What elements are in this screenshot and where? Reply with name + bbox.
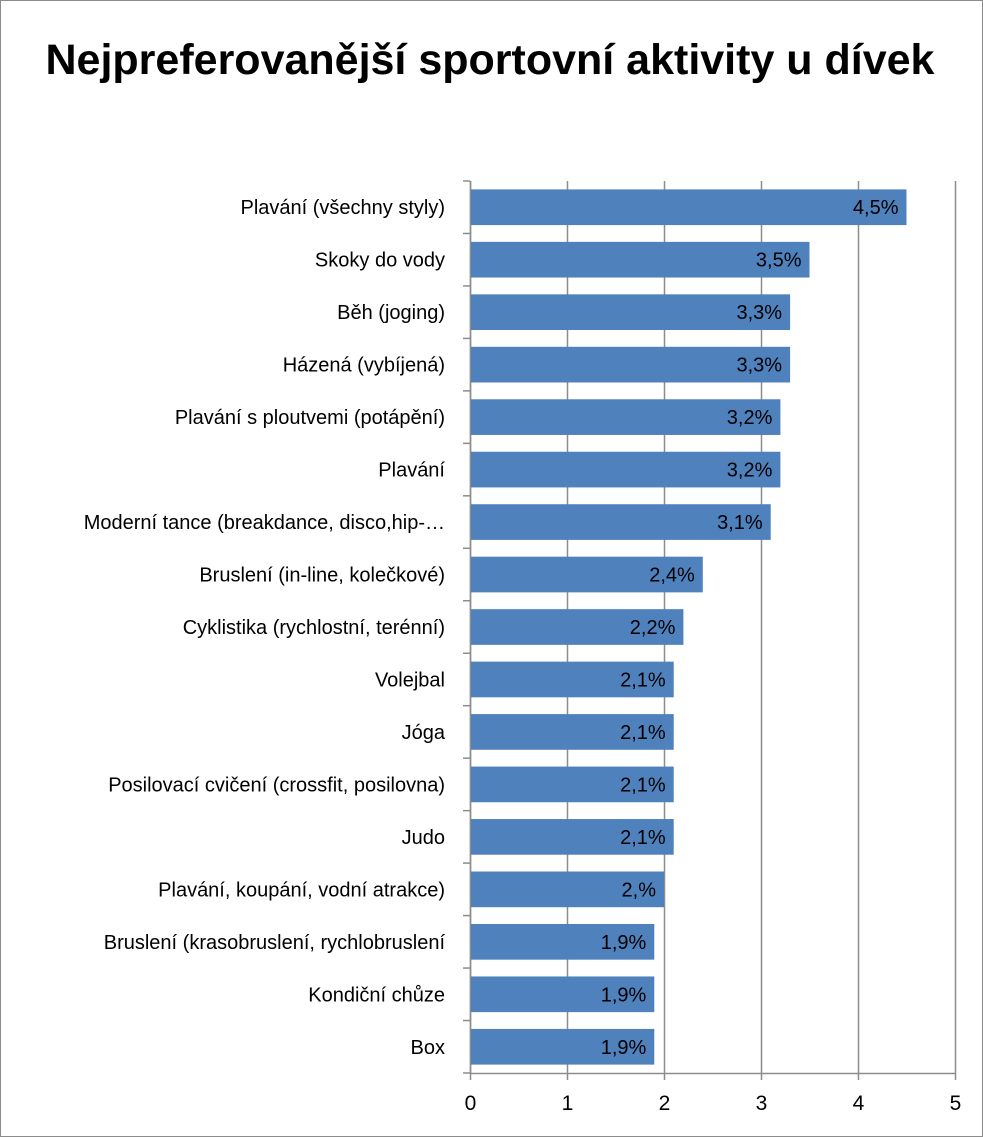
data-label: 1,9% bbox=[601, 932, 647, 954]
data-label: 2,1% bbox=[620, 669, 666, 691]
category-label: Kondiční chůze bbox=[308, 984, 445, 1006]
category-label: Skoky do vody bbox=[315, 250, 445, 272]
chart-title: Nejpreferovanější sportovní aktivity u d… bbox=[45, 36, 935, 84]
x-tick-label: 1 bbox=[562, 1092, 574, 1115]
bar bbox=[471, 766, 674, 803]
x-tick-label: 0 bbox=[465, 1092, 477, 1115]
bar bbox=[471, 923, 655, 960]
bar bbox=[471, 609, 684, 645]
data-label: 4,5% bbox=[853, 197, 899, 219]
category-label: Plavání bbox=[378, 460, 445, 482]
category-label: Moderní tance (breakdance, disco,hip-… bbox=[84, 512, 445, 534]
data-label: 3,3% bbox=[737, 302, 783, 324]
data-label: 3,1% bbox=[717, 512, 763, 534]
category-label: Posilovací cvičení (crossfit, posilovna) bbox=[108, 774, 445, 796]
bar bbox=[471, 556, 703, 593]
data-label: 2,4% bbox=[649, 565, 695, 587]
bar bbox=[471, 451, 781, 488]
data-label: 2,1% bbox=[620, 722, 666, 744]
bar bbox=[471, 714, 674, 750]
category-label: Volejbal bbox=[375, 669, 445, 691]
data-label: 1,9% bbox=[601, 1037, 647, 1059]
bar bbox=[471, 819, 674, 855]
bar bbox=[471, 189, 907, 226]
bar bbox=[471, 976, 655, 1013]
category-label: Jóga bbox=[402, 722, 446, 744]
bar bbox=[471, 241, 810, 278]
bar bbox=[471, 871, 664, 908]
category-label: Běh (joging) bbox=[337, 302, 445, 324]
bar bbox=[471, 661, 674, 698]
data-label: 2,1% bbox=[620, 774, 666, 796]
category-label: Plavání s ploutvemi (potápění) bbox=[175, 407, 445, 429]
category-label: Cyklistika (rychlostní, terénní) bbox=[183, 617, 445, 639]
category-label: Box bbox=[411, 1037, 445, 1059]
x-tick-label: 3 bbox=[756, 1092, 768, 1115]
category-label: Bruslení (krasobruslení, rychlobruslení bbox=[104, 932, 446, 954]
bar bbox=[471, 399, 781, 435]
data-label: 1,9% bbox=[601, 984, 647, 1006]
x-tick-label: 2 bbox=[659, 1092, 671, 1115]
bar bbox=[471, 346, 791, 383]
bar bbox=[471, 294, 791, 331]
data-label: 3,5% bbox=[756, 250, 802, 272]
data-label: 2,1% bbox=[620, 827, 666, 849]
category-label: Bruslení (in-line, kolečkové) bbox=[199, 565, 445, 587]
data-label: 3,3% bbox=[737, 355, 783, 377]
bar bbox=[471, 1028, 655, 1065]
data-label: 2,% bbox=[622, 879, 657, 901]
x-tick-label: 5 bbox=[950, 1092, 962, 1115]
bar bbox=[471, 504, 771, 540]
category-label: Plavání, koupání, vodní atrakce) bbox=[158, 879, 445, 901]
category-label: Házená (vybíjená) bbox=[283, 355, 445, 377]
category-label: Plavání (všechny styly) bbox=[240, 197, 445, 219]
data-label: 3,2% bbox=[727, 407, 773, 429]
x-tick-label: 4 bbox=[853, 1092, 865, 1115]
category-label: Judo bbox=[402, 827, 445, 849]
data-label: 3,2% bbox=[727, 460, 773, 482]
data-label: 2,2% bbox=[630, 617, 676, 639]
